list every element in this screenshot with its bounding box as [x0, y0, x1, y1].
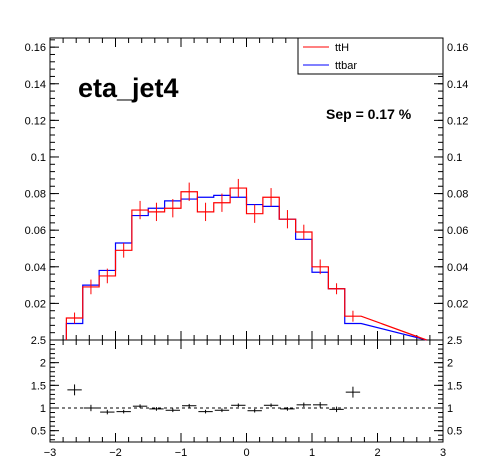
ratio-points	[67, 384, 361, 415]
ratio-y-tick-label-left: 2.5	[31, 335, 46, 347]
y-tick-label-left: 0.02	[25, 298, 46, 310]
y-tick-label-right: 0.12	[447, 115, 468, 127]
series-tth-error-bars	[74, 178, 354, 324]
ratio-y-tick-label-left: 1	[40, 403, 46, 415]
ratio-y-tick-labels: 0.5 0.5 1 1 1.5 1.5 2 2 2.5 2.5	[31, 335, 463, 438]
y-tick-label-left: 0.14	[25, 79, 46, 91]
y-tick-label-right: 0.06	[447, 225, 468, 237]
ratio-axis-ticks	[49, 339, 444, 442]
y-tick-label-right: 0.14	[447, 79, 468, 91]
ratio-x-tick-label: −2	[109, 447, 122, 459]
histogram-title: eta_jet4	[78, 73, 179, 103]
main-y-tick-labels: 0.02 0.02 0.04 0.04 0.06 0.06 0.08 0.08 0.1 0.1 0.…	[25, 42, 469, 310]
y-tick-label-right: 0.04	[447, 262, 468, 274]
y-tick-label-left: 0.16	[25, 42, 46, 54]
ratio-x-tick-label: −1	[175, 447, 188, 459]
series-tth	[65, 187, 427, 341]
ratio-y-tick-label-left: 0.5	[31, 426, 46, 438]
ratio-x-tick-labels: −3 −2 −1 0 1 2 3	[44, 447, 446, 459]
ratio-x-tick-label: 1	[309, 447, 315, 459]
y-tick-label-left: 0.04	[25, 262, 46, 274]
ratio-y-tick-label-right: 1	[447, 403, 453, 415]
legend: ttH ttbar	[297, 37, 444, 75]
ratio-x-tick-label: 0	[243, 447, 249, 459]
legend-box	[297, 37, 444, 75]
ratio-x-tick-label: 3	[440, 447, 446, 459]
separation-annotation: Sep = 0.17 %	[326, 106, 412, 122]
ratio-y-tick-label-right: 2	[447, 358, 453, 370]
tth-histogram-line	[65, 187, 427, 341]
ratio-y-tick-label-right: 2.5	[447, 335, 462, 347]
ratio-y-tick-label-right: 1.5	[447, 380, 462, 392]
y-tick-label-right: 0.1	[447, 152, 462, 164]
y-tick-label-right: 0.16	[447, 42, 468, 54]
legend-label-ttbar: ttbar	[335, 60, 357, 72]
y-tick-label-right: 0.02	[447, 298, 468, 310]
y-tick-label-left: 0.1	[31, 152, 46, 164]
main-axis-ticks	[49, 38, 444, 340]
ratio-x-tick-label: 2	[374, 447, 380, 459]
y-tick-label-left: 0.06	[25, 225, 46, 237]
ratio-y-tick-label-left: 1.5	[31, 380, 46, 392]
y-tick-label-left: 0.12	[25, 115, 46, 127]
ratio-x-tick-label: −3	[44, 447, 57, 459]
ratio-y-tick-label-right: 0.5	[447, 426, 462, 438]
ratio-y-tick-label-left: 2	[40, 358, 46, 370]
legend-label-tth: ttH	[335, 42, 349, 54]
y-tick-label-right: 0.08	[447, 189, 468, 201]
y-tick-label-left: 0.08	[25, 189, 46, 201]
